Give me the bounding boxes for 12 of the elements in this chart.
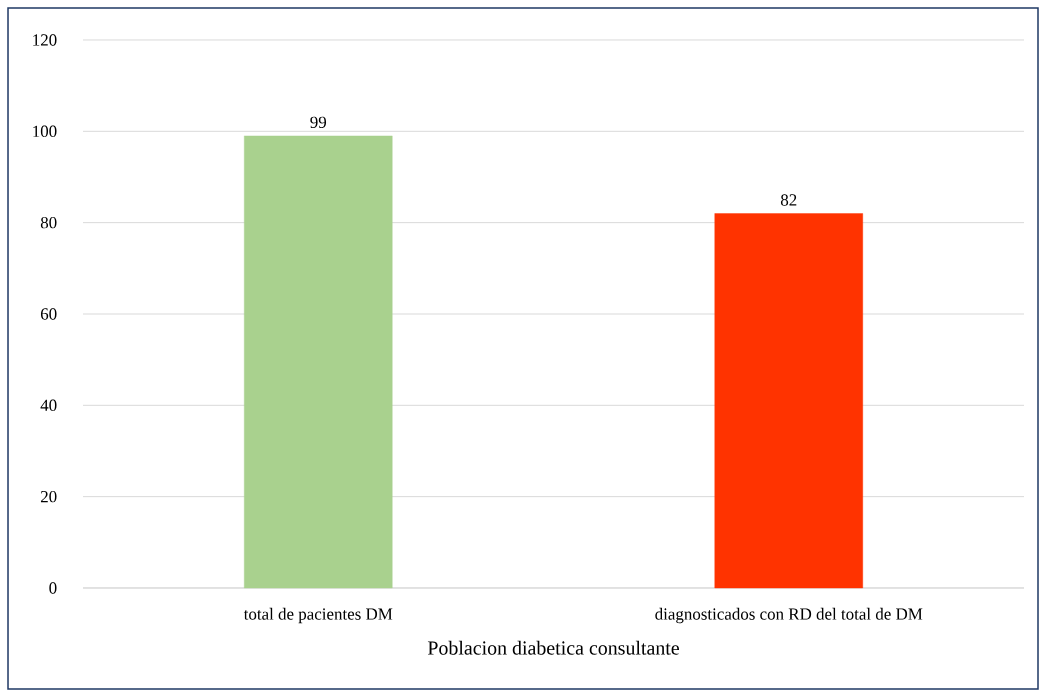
x-axis-title: Poblacion diabetica consultante (427, 640, 679, 655)
y-tick-label: 20 (40, 490, 57, 503)
y-tick-label: 0 (49, 582, 57, 594)
y-tick-label: 60 (40, 308, 57, 320)
y-tick-label: 40 (40, 399, 57, 412)
data-label: 99 (310, 116, 327, 129)
x-tick-label: diagnosticados con RD del total de DM (655, 607, 923, 624)
x-tick-label: total de pacientes DM (243, 607, 393, 624)
y-tick-label: 120 (33, 34, 57, 46)
y-tick-label: 80 (40, 216, 57, 229)
y-tick-label: 100 (33, 125, 57, 138)
data-label: 82 (780, 194, 797, 206)
